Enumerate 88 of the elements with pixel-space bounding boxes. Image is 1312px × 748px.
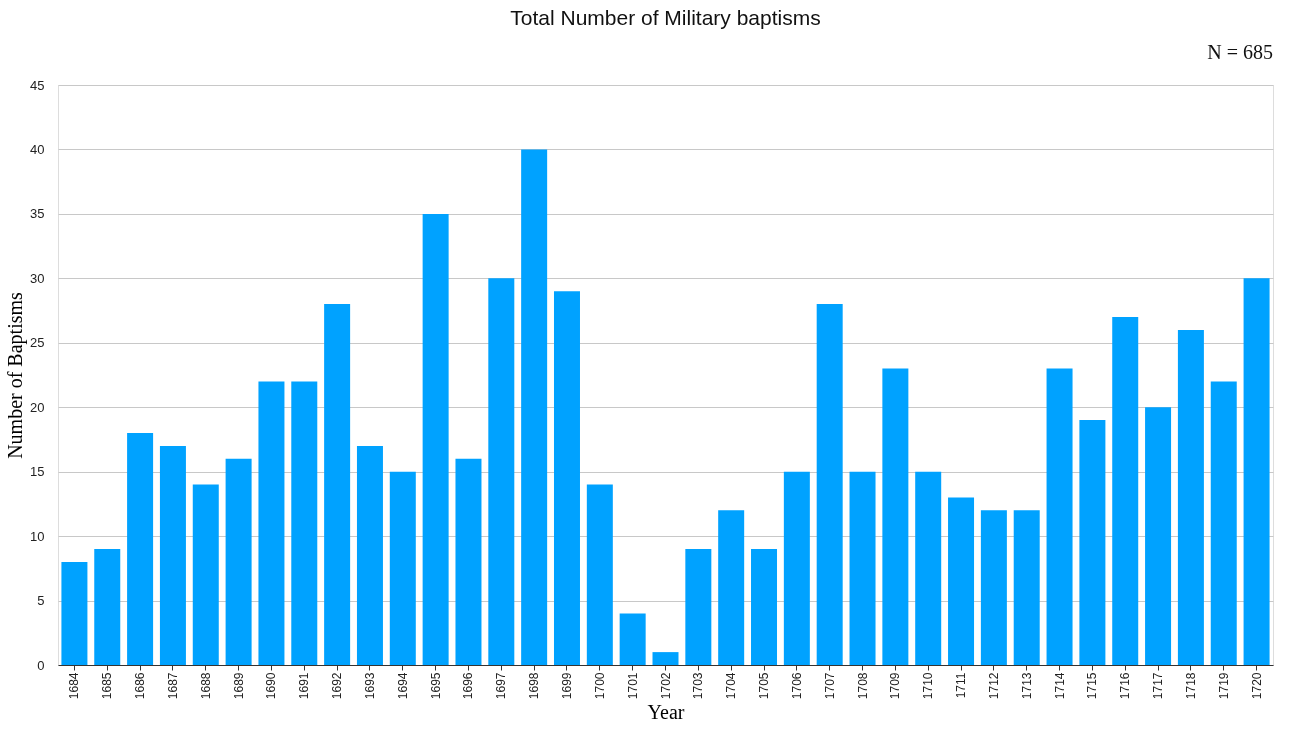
bar	[1145, 407, 1172, 665]
x-tick-label: 1689	[231, 672, 246, 700]
x-tick-label: 1696	[461, 672, 476, 700]
x-tick-label: 1710	[921, 672, 936, 700]
bar	[61, 561, 88, 665]
bar	[324, 304, 351, 665]
bar	[127, 433, 154, 665]
bar	[619, 613, 646, 665]
bar	[718, 510, 745, 665]
x-tick-label: 1684	[67, 672, 82, 700]
bar	[94, 549, 121, 665]
y-tick-label: 10	[30, 528, 45, 544]
x-tick-label: 1706	[789, 672, 804, 700]
y-tick-label: 35	[30, 206, 45, 222]
y-tick-label: 25	[30, 335, 45, 351]
y-tick-label: 0	[37, 657, 45, 673]
x-tick-label: 1687	[165, 672, 180, 700]
bar	[980, 510, 1007, 665]
bar	[652, 652, 679, 665]
bar	[1210, 381, 1237, 665]
x-tick-label: 1703	[691, 672, 706, 700]
bar	[389, 471, 416, 665]
x-axis-title: Year	[647, 701, 685, 724]
x-tick-label: 1686	[133, 672, 148, 700]
x-tick-label: 1713	[1019, 672, 1034, 700]
bar	[553, 291, 580, 665]
chart-title: Total Number of Military baptisms	[510, 6, 821, 29]
bar	[1013, 510, 1040, 665]
y-tick-label: 45	[30, 77, 45, 93]
bar	[422, 213, 449, 665]
y-tick-label: 30	[30, 270, 45, 286]
bar	[915, 471, 942, 665]
bar	[1079, 420, 1106, 665]
x-tick-label: 1693	[362, 672, 377, 700]
bar	[225, 458, 252, 665]
x-tick-label: 1704	[724, 672, 739, 700]
bar	[521, 149, 548, 665]
x-tick-label: 1712	[986, 672, 1001, 700]
bar	[291, 381, 318, 665]
x-tick-label: 1718	[1183, 672, 1198, 700]
x-tick-label: 1699	[559, 672, 574, 700]
y-axis-title: Number of Baptisms	[4, 291, 28, 459]
x-tick-label: 1716	[1118, 672, 1133, 700]
x-tick-label: 1709	[888, 672, 903, 700]
x-tick-label: 1705	[757, 672, 772, 700]
bar	[258, 381, 285, 665]
x-tick-label: 1719	[1216, 672, 1231, 700]
bar	[356, 445, 383, 665]
x-tick-label: 1688	[198, 672, 213, 700]
x-tick-label: 1692	[330, 672, 345, 700]
bar	[882, 368, 909, 665]
bar	[1243, 278, 1270, 665]
bar	[816, 304, 843, 665]
y-tick-label: 15	[30, 464, 45, 480]
y-tick-label: 5	[37, 593, 45, 609]
bar	[1112, 317, 1139, 665]
bar	[849, 471, 876, 665]
x-tick-label: 1694	[395, 672, 410, 700]
x-tick-label: 1707	[822, 672, 837, 700]
x-tick-label: 1717	[1151, 672, 1166, 700]
x-tick-label: 1720	[1249, 672, 1264, 700]
x-tick-label: 1715	[1085, 672, 1100, 700]
y-tick-label: 40	[30, 141, 45, 157]
bar	[455, 458, 482, 665]
x-tick-label: 1714	[1052, 672, 1067, 700]
x-tick-label: 1702	[658, 672, 673, 700]
bar	[586, 484, 613, 665]
x-tick-label: 1697	[494, 672, 509, 700]
bar	[192, 484, 219, 665]
x-tick-label: 1691	[297, 672, 312, 700]
x-tick-label: 1701	[625, 672, 640, 700]
bar	[948, 497, 975, 665]
bar	[1177, 329, 1204, 665]
y-tick-label: 20	[30, 399, 45, 415]
bar	[488, 278, 515, 665]
bar	[685, 549, 712, 665]
x-tick-label: 1695	[428, 672, 443, 700]
x-tick-label: 1700	[592, 672, 607, 700]
x-tick-label: 1690	[264, 672, 279, 700]
bar	[159, 445, 186, 665]
bar	[1046, 368, 1073, 665]
x-tick-label: 1685	[100, 672, 115, 700]
x-tick-label: 1711	[954, 672, 969, 699]
x-tick-label: 1698	[527, 672, 542, 700]
x-tick-label: 1708	[855, 672, 870, 700]
bar	[751, 549, 778, 665]
text: N = 685	[1207, 41, 1273, 63]
bar	[783, 471, 810, 665]
